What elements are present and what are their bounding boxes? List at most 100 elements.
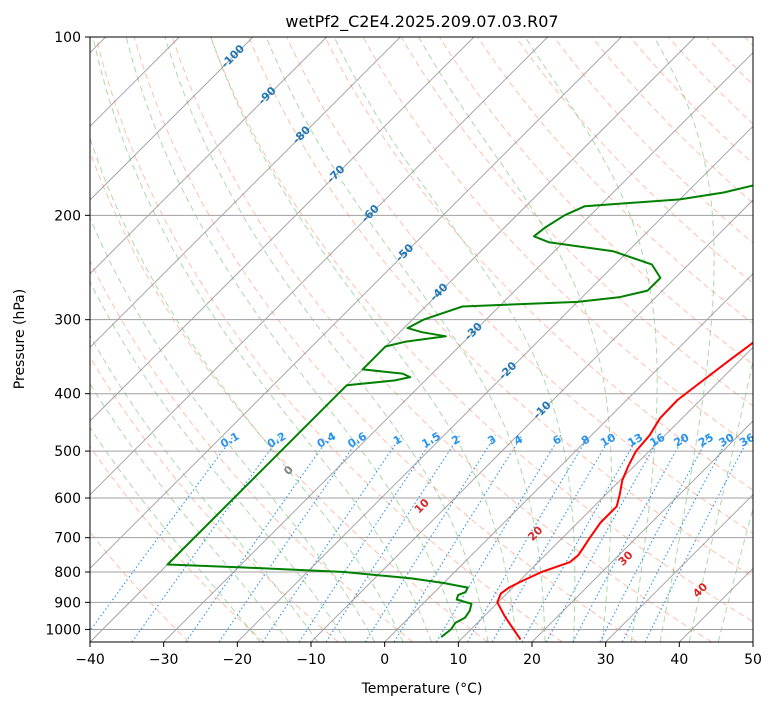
x-tick-label: −30 (149, 652, 179, 668)
isotherm-line (310, 199, 753, 642)
y-tick-label: 700 (54, 531, 81, 547)
mixing-ratio-label: 4 (512, 432, 525, 447)
isotherm-line (384, 272, 753, 642)
x-tick-label: −10 (296, 652, 326, 668)
mixing-ratio-label: 1 (391, 433, 404, 448)
isotherm-line (531, 420, 753, 642)
x-tick-label: 0 (380, 652, 389, 668)
x-axis-label: Temperature (°C) (361, 681, 483, 697)
moist-adiabat-line (688, 358, 753, 642)
chart-title: wetPf2_C2E4.2025.209.07.03.R07 (285, 12, 558, 32)
mixing-ratio-label: 10 (598, 431, 618, 450)
dry-adiabat-line (95, 37, 563, 642)
mixing-ratio-line (435, 434, 562, 642)
isotherm-line (90, 37, 401, 349)
mixing-ratio-line (572, 434, 686, 642)
moist-adiabat-line (90, 136, 404, 642)
moist-adiabat-line (90, 426, 261, 642)
mixing-ratio-line (521, 434, 640, 642)
moist-adiabat-line (418, 37, 613, 642)
moist-adiabat-line (265, 37, 546, 642)
x-tick-label: −40 (75, 652, 105, 668)
mixing-ratio-line (90, 434, 235, 632)
mixing-ratio-line (325, 434, 461, 642)
y-tick-label: 1000 (45, 622, 81, 638)
temperature-profile (496, 341, 753, 641)
mixing-ratio-label: 25 (696, 431, 716, 450)
dry-adiabat-line (515, 37, 753, 284)
dry-adiabat-line (286, 37, 753, 534)
x-tick-label: 30 (597, 652, 615, 668)
dry-adiabats (90, 37, 753, 642)
isotherm-line (90, 37, 475, 422)
y-tick-label: 600 (54, 491, 81, 507)
moist-adiabat-line (90, 334, 319, 642)
dry-adiabat-line (744, 37, 753, 47)
moist-adiabat-line (90, 280, 347, 642)
moist-adiabats (90, 37, 753, 642)
isotherm-line (90, 37, 254, 201)
plot-area: -100-90-80-70-60-50-40-30-20-100.1 0.2 0.4… (90, 37, 757, 642)
dry-adiabat-line (591, 37, 753, 204)
dry-adiabat-line (90, 445, 264, 642)
dewpoint-profile (166, 184, 753, 638)
mixing-ratio-line (621, 434, 731, 642)
mixing-ratio-label: 13 (625, 431, 645, 450)
moist-adiabat-line (92, 37, 432, 642)
moist-adiabat-line (90, 216, 376, 642)
dry-adiabat-line (90, 531, 190, 642)
y-tick-label: 800 (54, 565, 81, 581)
dry-adiabat-line (324, 37, 753, 491)
dry-adiabat-line (248, 37, 753, 578)
x-tick-label: −20 (223, 652, 253, 668)
moist-adiabat-line (717, 506, 753, 642)
mixing-ratio-label: 2 (449, 433, 462, 448)
plot-frame (89, 36, 754, 643)
dry-adiabat-line (210, 37, 753, 623)
mixing-ratio-line (599, 434, 710, 642)
dry-adiabat-line (706, 37, 753, 86)
dry-adiabat-line (668, 37, 753, 125)
mixing-ratio-line (131, 434, 282, 642)
moist-adiabat-line (210, 37, 517, 642)
y-axis-label: Pressure (hPa) (12, 289, 28, 389)
mixing-ratio-line (491, 434, 613, 642)
y-tick-label: 300 (54, 313, 81, 329)
mixing-ratio-label: 20 (672, 431, 692, 450)
y-tick-label: 400 (54, 387, 81, 403)
isotherm-line (236, 125, 753, 642)
isotherm-line (163, 51, 753, 642)
mixing-ratio-line (644, 434, 751, 642)
dry-adiabat-line (90, 259, 414, 642)
dry-adiabat-line (90, 356, 339, 642)
moist-adiabat-label: 30 (616, 548, 636, 568)
moist-adiabat-line (164, 37, 489, 642)
isotherm-line (90, 37, 328, 275)
moist-adiabat-label: 10 (412, 496, 432, 516)
moist-adiabat-label: 0 (281, 463, 296, 478)
x-tick-label: 20 (523, 652, 541, 668)
isotherms (90, 37, 753, 642)
mixing-ratio-label: 1.5 (420, 430, 443, 451)
isotherm-line (605, 493, 753, 642)
mixing-ratio-label: 36 (737, 431, 757, 450)
x-tick-label: 10 (449, 652, 467, 668)
mixing-ratio-label: 0.6 (345, 429, 369, 450)
mixing-ratio-line (467, 434, 590, 642)
isotherm-line (752, 641, 753, 642)
y-tick-label: 100 (54, 30, 81, 46)
profile-series (166, 184, 753, 641)
y-tick-label: 900 (54, 595, 81, 611)
x-tick-label: 50 (744, 652, 762, 668)
dry-adiabat-line (133, 37, 638, 642)
x-axis-ticks: −40 −30 −20 −10 0 10 20 30 40 50 (75, 642, 762, 668)
mixing-ratio-label: 0.4 (315, 429, 339, 450)
pressure-gridlines (90, 37, 753, 630)
moist-adiabat-line (653, 37, 715, 642)
y-tick-label: 500 (54, 444, 81, 460)
moist-adiabat-line (90, 382, 290, 642)
y-axis-ticks: 100 200 300 400 500 600 700 800 900 1000 (45, 30, 90, 638)
dry-adiabat-line (171, 37, 712, 642)
mixing-ratio-line (545, 434, 662, 642)
